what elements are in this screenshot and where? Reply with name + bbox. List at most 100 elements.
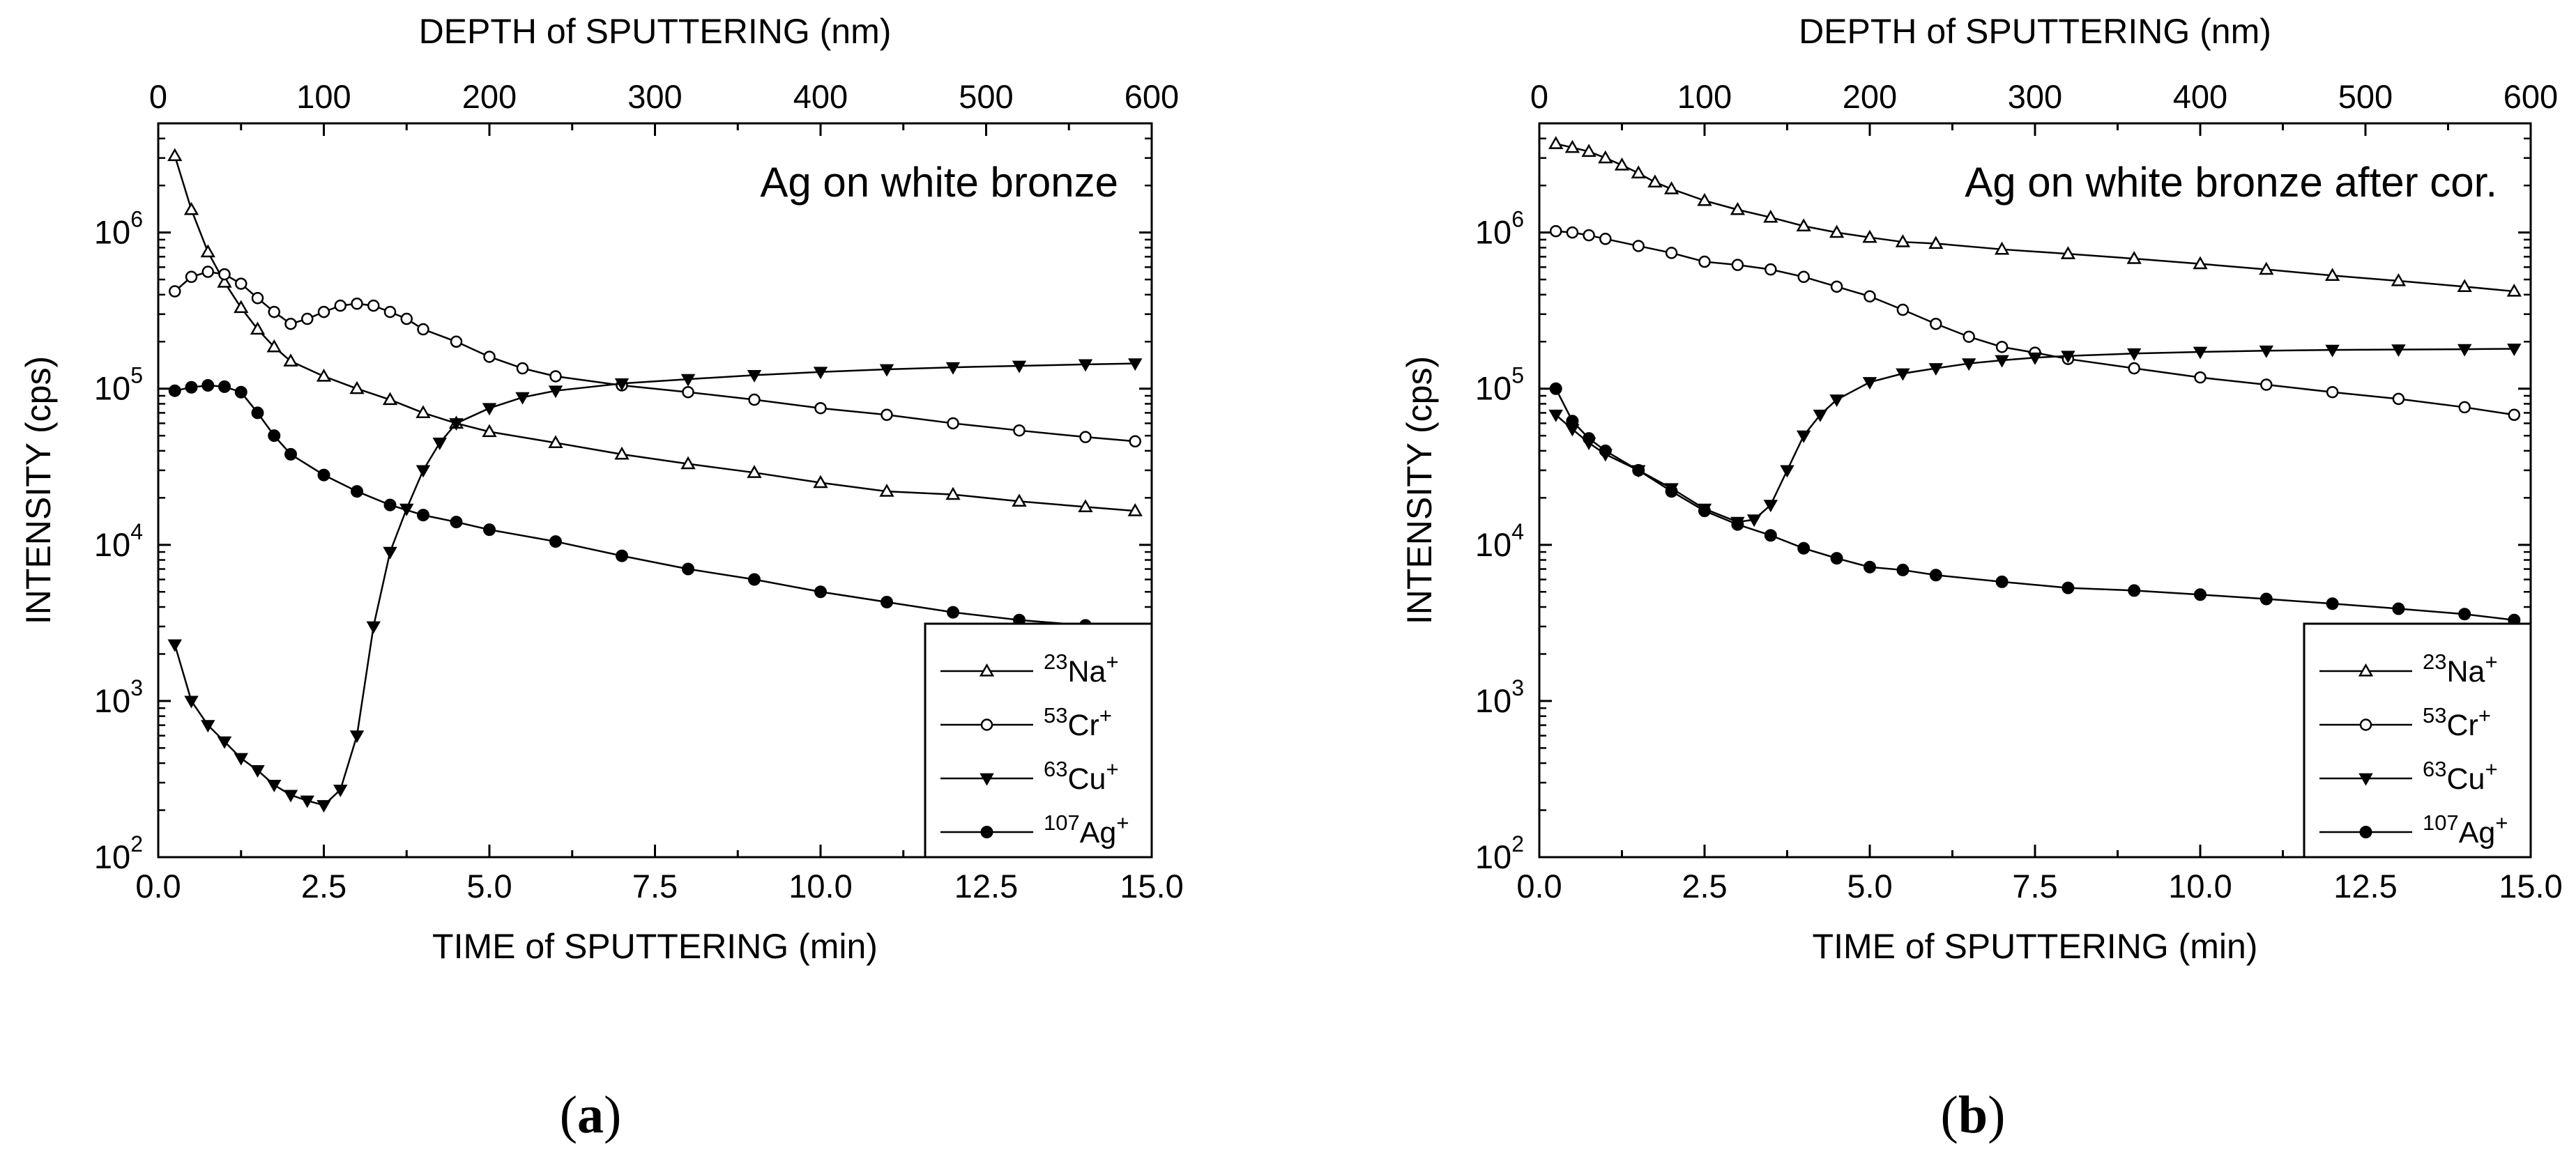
data-point: [183, 201, 199, 215]
legend-marker: [979, 663, 995, 677]
data-point: [1796, 218, 1811, 231]
data-point: [2193, 346, 2208, 360]
data-point: [1731, 518, 1744, 531]
data-point: [947, 417, 959, 430]
y-tick-label: 103: [94, 675, 143, 719]
series-53cr: [1549, 224, 2521, 422]
data-point: [515, 392, 530, 405]
x-tick-label: 0.0: [135, 868, 181, 905]
legend-marker: [980, 773, 994, 786]
data-point: [417, 323, 429, 336]
data-point: [2193, 256, 2208, 270]
x2-axis-title: DEPTH of SPUTTERING (nm): [419, 12, 892, 51]
x-tick-label: 12.5: [954, 868, 1018, 905]
data-point: [2260, 378, 2273, 391]
data-point: [2061, 581, 2075, 594]
data-point: [1129, 435, 1141, 448]
data-point: [1813, 409, 1828, 422]
x2-tick-label: 200: [462, 78, 517, 115]
data-point: [879, 484, 894, 497]
data-point: [400, 312, 413, 325]
data-point: [1128, 358, 1143, 371]
x-tick-label: 15.0: [1120, 868, 1183, 905]
data-point: [1829, 224, 1845, 238]
data-point: [2457, 344, 2472, 357]
data-point: [334, 299, 346, 312]
data-point: [2128, 584, 2141, 597]
x2-tick-label: 400: [2173, 78, 2227, 115]
legend-label: 53Cr+: [2423, 703, 2491, 742]
data-point: [167, 639, 182, 652]
data-point: [945, 486, 961, 500]
data-point: [1895, 234, 1911, 247]
data-point: [367, 299, 380, 312]
data-point: [218, 380, 231, 393]
data-point: [250, 321, 266, 335]
data-point: [2259, 261, 2274, 275]
data-point: [301, 312, 314, 325]
data-point: [616, 549, 628, 562]
data-point: [1549, 224, 1562, 238]
data-point: [1583, 229, 1595, 242]
series-line: [174, 384, 1136, 631]
data-point: [2194, 371, 2207, 384]
data-point: [1961, 358, 1976, 371]
data-point: [2027, 352, 2043, 365]
data-point: [482, 403, 497, 416]
data-point: [1963, 330, 1975, 343]
data-point: [1930, 317, 1942, 330]
data-point: [1548, 409, 1563, 422]
data-point: [2325, 344, 2340, 357]
series-63cu: [167, 358, 1143, 813]
data-point: [234, 300, 249, 314]
data-point: [1864, 560, 1876, 574]
y-tick-label: 102: [94, 831, 143, 875]
legend-marker: [2358, 663, 2374, 677]
data-point: [549, 535, 562, 548]
data-point: [300, 795, 314, 808]
legend-label: 63Cu+: [1044, 757, 1119, 796]
x2-tick-label: 500: [2338, 78, 2393, 115]
x-tick-label: 7.5: [632, 868, 678, 905]
data-point: [1632, 240, 1645, 252]
data-point: [814, 401, 827, 415]
legend-label: 63Cu+: [2423, 757, 2498, 796]
x2-tick-label: 300: [2008, 78, 2062, 115]
data-point: [682, 385, 694, 399]
legend-label: 107Ag+: [1044, 810, 1129, 849]
data-point: [614, 446, 630, 460]
data-point: [682, 562, 694, 576]
data-point: [2259, 592, 2273, 606]
data-point: [268, 429, 281, 443]
legend-marker: [2359, 718, 2372, 731]
data-point: [2458, 608, 2471, 621]
data-point: [1746, 514, 1762, 528]
data-point: [1647, 174, 1663, 188]
y-tick-label: 104: [94, 519, 143, 563]
x-axis-title: TIME of SPUTTERING (min): [1813, 927, 2258, 966]
data-point: [2326, 597, 2339, 610]
y-axis-title: INTENSITY (cps): [1400, 356, 1439, 624]
data-point: [450, 516, 463, 529]
data-point: [483, 523, 496, 537]
data-point: [1583, 432, 1596, 445]
data-point: [1797, 270, 1810, 284]
y-tick-label: 105: [1475, 363, 1524, 407]
data-point: [483, 351, 496, 363]
data-point: [184, 695, 199, 709]
data-point: [1632, 463, 1645, 477]
data-point: [1665, 485, 1678, 498]
data-point: [316, 368, 332, 382]
data-point: [1730, 201, 1746, 215]
legend-label: 23Na+: [2423, 649, 2498, 689]
data-point: [2391, 344, 2406, 357]
data-point: [482, 424, 497, 438]
data-point: [383, 546, 397, 560]
data-point: [1994, 241, 2010, 255]
data-point: [680, 456, 696, 470]
x-tick-label: 12.5: [2333, 868, 2397, 905]
data-point: [1698, 255, 1711, 268]
y-tick-label: 106: [94, 207, 143, 251]
data-point: [185, 380, 198, 394]
data-point: [1929, 569, 1942, 582]
